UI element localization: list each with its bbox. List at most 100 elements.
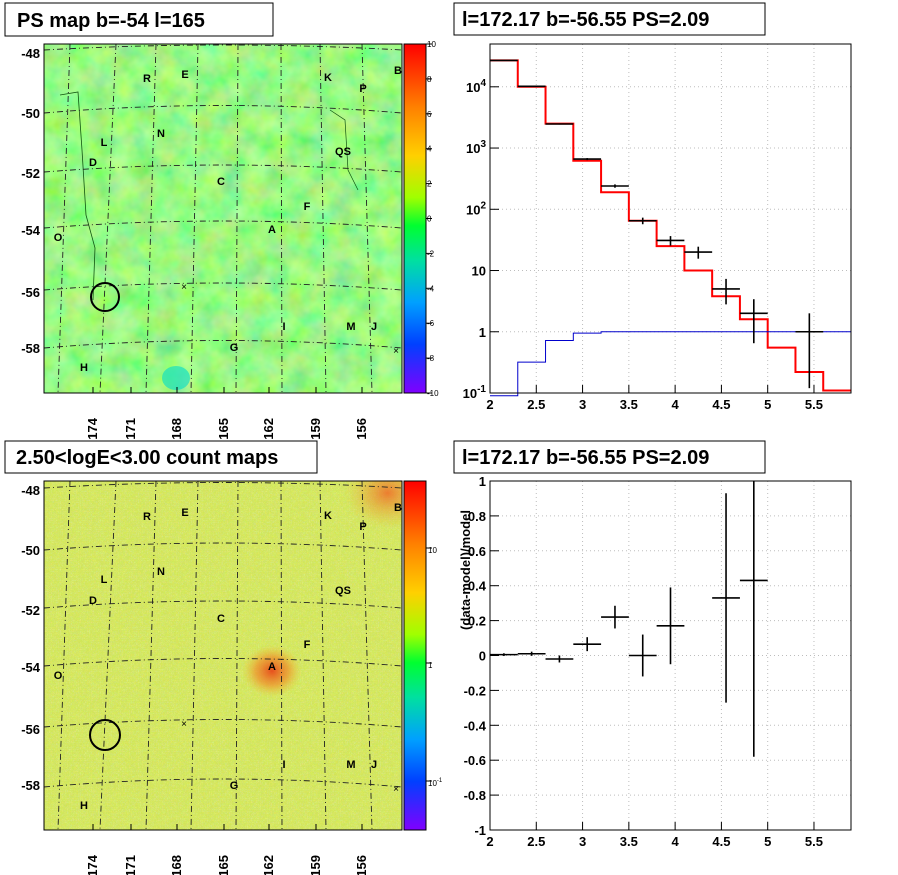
residual-y-tick-label: 1 bbox=[479, 474, 486, 489]
spectrum-x-tick-label: 3 bbox=[579, 397, 586, 412]
spectrum-y-tick-label: 10 bbox=[472, 264, 486, 279]
lon-tick-label: 156 bbox=[354, 855, 369, 875]
spectrum-y-tick-label: 10-1 bbox=[463, 384, 487, 401]
source-label-b: B bbox=[394, 502, 402, 514]
source-label-g: G bbox=[230, 342, 239, 354]
ps-map-source-circle bbox=[90, 282, 120, 312]
colorbar-tick-label: 2 bbox=[427, 180, 432, 189]
data-point bbox=[712, 278, 740, 305]
lon-tick-label: 171 bbox=[123, 418, 138, 440]
colorbar-tick-label: -10 bbox=[427, 389, 439, 398]
lat-tick-label: -54 bbox=[21, 223, 41, 238]
residual-axes: 2 2.5 3 3.5 4 4.5 5 5.5 1 0.8 0.6 0.4 0.2 0 -0.2 -0.4 -0… bbox=[464, 474, 823, 849]
residual-y-tick-label: -1 bbox=[474, 823, 486, 838]
source-label-r: R bbox=[143, 73, 151, 85]
source-label-j: J bbox=[371, 321, 377, 333]
lon-tick-label: 159 bbox=[308, 855, 323, 875]
ps-map-lon-axis: 174 171 168 165 162 159 156 bbox=[85, 387, 369, 440]
colorbar-tick-label: -2 bbox=[427, 249, 435, 258]
residual-ylabel: (data-model)/model bbox=[458, 510, 473, 630]
ps-map-colorbar-axis: 10 8 6 4 2 0 -2 -4 -6 -8 -10 bbox=[426, 40, 439, 398]
source-label-c: C bbox=[217, 176, 225, 188]
lon-tick-label: 165 bbox=[216, 418, 231, 440]
residual-x-tick-label: 4 bbox=[672, 834, 680, 849]
lat-tick-label: -56 bbox=[21, 285, 40, 300]
residual-x-tick-label: 2.5 bbox=[527, 834, 545, 849]
residual-y-tick-label: 0.4 bbox=[468, 579, 487, 594]
spectrum-y-tick-label: 1 bbox=[479, 325, 486, 340]
spectrum-y-tick-label: 104 bbox=[466, 78, 486, 95]
source-label-g: G bbox=[230, 780, 239, 792]
ps-map-title-box bbox=[4, 2, 274, 37]
source-label-e: E bbox=[181, 69, 188, 81]
source-label-p: P bbox=[359, 83, 366, 95]
source-label-i: I bbox=[282, 759, 285, 771]
svg-text:×: × bbox=[393, 784, 399, 795]
data-point bbox=[517, 85, 546, 88]
data-point bbox=[601, 184, 629, 188]
source-label-qs: QS bbox=[335, 585, 351, 597]
source-label-n: N bbox=[157, 128, 165, 140]
lon-tick-label: 156 bbox=[354, 418, 369, 440]
residual-y-tick-label: -0.4 bbox=[464, 718, 487, 733]
source-label-f: F bbox=[304, 639, 311, 651]
residual-point bbox=[545, 655, 574, 663]
source-label-qs: QS bbox=[335, 146, 351, 158]
ps-map-grid bbox=[44, 44, 402, 393]
source-label-l: L bbox=[101, 574, 108, 586]
residual-y-tick-label: -0.6 bbox=[464, 753, 486, 768]
residual-plot bbox=[490, 481, 768, 757]
ps-map-image bbox=[44, 44, 402, 393]
background-histogram bbox=[490, 331, 851, 397]
residual-x-tick-label: 5.5 bbox=[805, 834, 823, 849]
data-point bbox=[628, 217, 657, 225]
source-label-f: F bbox=[304, 201, 311, 213]
ps-map-frame bbox=[43, 43, 403, 394]
lat-tick-label: -48 bbox=[21, 483, 40, 498]
spectrum-x-tick-label: 5 bbox=[764, 397, 771, 412]
count-map-panel: 2.50<logE<3.00 count maps × × R bbox=[4, 440, 443, 875]
ps-map-source-labels: R E K P B N L QS D C F A O I M J G H bbox=[54, 65, 402, 374]
svg-text:×: × bbox=[393, 346, 399, 357]
source-label-o: O bbox=[54, 670, 63, 682]
residual-y-tick-label: 0.6 bbox=[468, 544, 486, 559]
data-point bbox=[795, 313, 824, 389]
count-map-grid bbox=[44, 481, 402, 830]
lon-tick-label: 165 bbox=[216, 855, 231, 875]
residual-x-tick-label: 2 bbox=[486, 834, 493, 849]
residual-point bbox=[712, 493, 740, 703]
spectrum-grid bbox=[489, 44, 851, 394]
lon-tick-label: 162 bbox=[261, 418, 276, 440]
ps-map-title: PS map b=-54 l=165 bbox=[17, 10, 205, 32]
source-label-j: J bbox=[371, 759, 377, 771]
spectrum-panel: l=172.17 b=-56.55 PS=2.09 2 2.5 3 3.5 4 4.5 5 5… bbox=[453, 2, 852, 412]
spectrum-x-tick-label: 2 bbox=[486, 397, 493, 412]
lat-tick-label: -58 bbox=[21, 341, 40, 356]
colorbar-tick-label: 10 bbox=[428, 546, 437, 555]
lat-tick-label: -52 bbox=[21, 603, 40, 618]
residual-y-tick-label: 0 bbox=[479, 649, 486, 664]
residual-panel: l=172.17 b=-56.55 PS=2.09 2 2.5 3 3.5 4 4.5 5 5… bbox=[453, 440, 852, 849]
residual-title-box bbox=[453, 440, 766, 474]
source-label-h: H bbox=[80, 362, 88, 374]
source-label-d: D bbox=[89, 595, 97, 607]
lat-tick-label: -52 bbox=[21, 166, 40, 181]
lat-tick-label: -54 bbox=[21, 660, 41, 675]
colorbar-tick-label: 1 bbox=[428, 661, 433, 670]
source-label-p: P bbox=[359, 521, 366, 533]
model-histogram bbox=[490, 59, 851, 392]
lon-tick-label: 168 bbox=[169, 418, 184, 440]
source-label-m: M bbox=[346, 759, 355, 771]
count-map-frame bbox=[43, 480, 403, 831]
lon-tick-label: 159 bbox=[308, 418, 323, 440]
source-label-d: D bbox=[89, 157, 97, 169]
residual-x-tick-label: 3.5 bbox=[620, 834, 638, 849]
colorbar-tick-label: 6 bbox=[427, 110, 432, 119]
data-point bbox=[656, 236, 685, 246]
spectrum-x-tick-label: 4 bbox=[672, 397, 680, 412]
residual-x-tick-label: 5 bbox=[764, 834, 771, 849]
spectrum-x-tick-label: 2.5 bbox=[527, 397, 545, 412]
count-map-title-box bbox=[4, 440, 318, 474]
